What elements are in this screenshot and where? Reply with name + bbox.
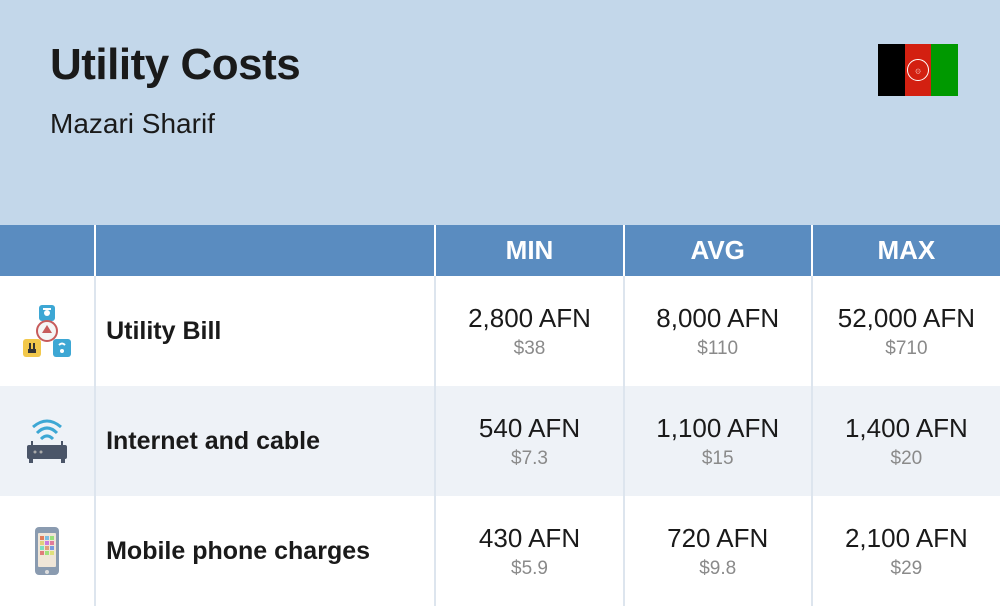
value-main: 1,400 AFN <box>813 413 1000 444</box>
value-sub: $15 <box>625 448 811 470</box>
row-label: Utility Bill <box>95 276 435 386</box>
cell-avg: 8,000 AFN $110 <box>624 276 812 386</box>
value-sub: $710 <box>813 338 1000 360</box>
col-max: MAX <box>812 225 1000 276</box>
cell-min: 540 AFN $7.3 <box>435 386 623 496</box>
page-subtitle: Mazari Sharif <box>50 108 950 140</box>
row-label: Internet and cable <box>95 386 435 496</box>
col-avg: AVG <box>624 225 812 276</box>
value-sub: $110 <box>625 338 811 360</box>
value-main: 430 AFN <box>436 523 622 554</box>
cell-max: 2,100 AFN $29 <box>812 496 1000 606</box>
value-main: 1,100 AFN <box>625 413 811 444</box>
value-main: 2,800 AFN <box>436 303 622 334</box>
value-sub: $20 <box>813 448 1000 470</box>
table-row: Internet and cable 540 AFN $7.3 1,100 AF… <box>0 386 1000 496</box>
value-main: 540 AFN <box>436 413 622 444</box>
col-icon <box>0 225 95 276</box>
value-main: 720 AFN <box>625 523 811 554</box>
cell-min: 2,800 AFN $38 <box>435 276 623 386</box>
phone-icon <box>0 496 95 606</box>
value-main: 2,100 AFN <box>813 523 1000 554</box>
value-main: 52,000 AFN <box>813 303 1000 334</box>
value-main: 8,000 AFN <box>625 303 811 334</box>
utility-icon <box>0 276 95 386</box>
cell-max: 1,400 AFN $20 <box>812 386 1000 496</box>
router-icon <box>0 386 95 496</box>
table-header-row: MIN AVG MAX <box>0 225 1000 276</box>
table-row: Mobile phone charges 430 AFN $5.9 720 AF… <box>0 496 1000 606</box>
row-label: Mobile phone charges <box>95 496 435 606</box>
col-min: MIN <box>435 225 623 276</box>
table-row: Utility Bill 2,800 AFN $38 8,000 AFN $11… <box>0 276 1000 386</box>
header-panel: Utility Costs Mazari Sharif ۞ <box>0 0 1000 225</box>
value-sub: $38 <box>436 338 622 360</box>
cell-max: 52,000 AFN $710 <box>812 276 1000 386</box>
cell-min: 430 AFN $5.9 <box>435 496 623 606</box>
page-title: Utility Costs <box>50 40 950 90</box>
col-label <box>95 225 435 276</box>
value-sub: $9.8 <box>625 558 811 580</box>
cell-avg: 720 AFN $9.8 <box>624 496 812 606</box>
country-flag-icon: ۞ <box>878 44 958 96</box>
value-sub: $29 <box>813 558 1000 580</box>
costs-table: MIN AVG MAX <box>0 225 1000 606</box>
value-sub: $7.3 <box>436 448 622 470</box>
cell-avg: 1,100 AFN $15 <box>624 386 812 496</box>
value-sub: $5.9 <box>436 558 622 580</box>
